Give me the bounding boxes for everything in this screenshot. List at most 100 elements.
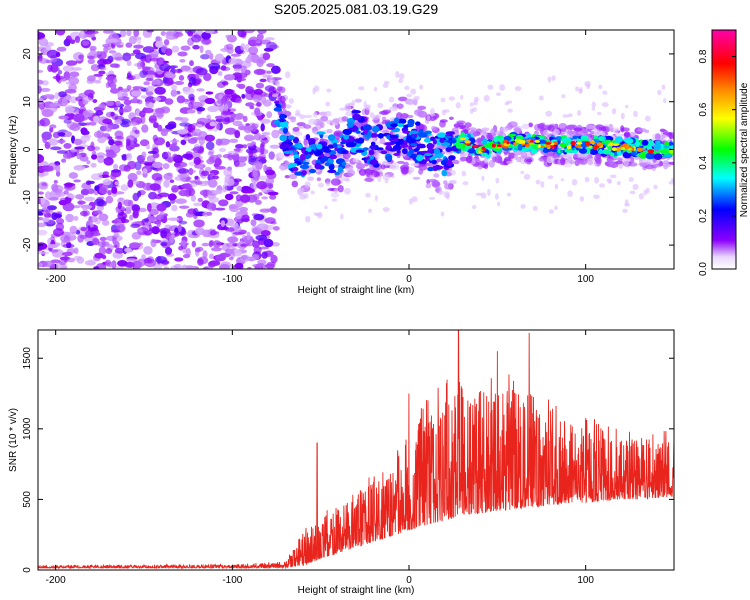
heatmap-cell (73, 215, 79, 221)
heatmap-cell (264, 85, 275, 92)
heatmap-cell (47, 244, 59, 249)
heatmap-cell (395, 141, 401, 146)
heatmap-cell (152, 112, 165, 118)
heatmap-cell (330, 192, 340, 198)
heatmap-cell (49, 249, 59, 253)
heatmap-cell (98, 103, 106, 108)
heatmap-cell (342, 128, 353, 136)
heatmap-cell (615, 136, 623, 143)
heatmap-cell (163, 213, 168, 217)
heatmap-cell (347, 169, 356, 177)
heatmap-cell (83, 196, 96, 202)
heatmap-cell (288, 173, 298, 180)
heatmap-cell (314, 162, 322, 170)
heatmap-cell (391, 175, 395, 179)
snr-x-tick-label: 0 (406, 575, 412, 586)
heatmap-cell (500, 127, 509, 132)
heatmap-cell (89, 45, 97, 52)
heatmap-cell (288, 135, 295, 141)
heatmap-cell (190, 194, 196, 202)
heatmap-cell (324, 162, 331, 167)
heatmap-cell (292, 167, 299, 172)
heatmap-cell (313, 212, 318, 216)
heatmap-cell (269, 194, 277, 200)
heatmap-cell (38, 185, 48, 190)
heatmap-cell (41, 165, 54, 172)
heatmap-cell (141, 151, 147, 159)
heatmap-cell (381, 116, 387, 121)
heatmap-cell (445, 147, 452, 152)
heatmap-cell (234, 262, 244, 269)
heatmap-cell (303, 150, 309, 155)
heatmap-cell (355, 130, 361, 134)
heatmap-cell (448, 180, 457, 185)
heatmap-cell (41, 80, 49, 86)
heatmap-cell (234, 161, 247, 168)
heatmap-cell (227, 236, 239, 243)
heatmap-cell (460, 95, 464, 100)
heatmap-cell (586, 158, 596, 162)
heatmap-cell (615, 147, 621, 152)
heatmap-cell (590, 131, 595, 135)
heatmap-cell (427, 166, 434, 172)
heatmap-cell (254, 107, 261, 116)
spectrogram-x-tick-label: -200 (46, 274, 66, 285)
heatmap-cell (402, 148, 408, 155)
heatmap-cell (332, 142, 338, 148)
heatmap-cell (430, 136, 436, 141)
heatmap-cell (513, 127, 522, 133)
spectrogram-y-tick-label: -20 (22, 237, 33, 252)
heatmap-cell (253, 214, 265, 221)
heatmap-cell (68, 172, 79, 179)
heatmap-cell (247, 266, 252, 269)
heatmap-cell (75, 96, 84, 102)
heatmap-cell (542, 129, 549, 136)
heatmap-cell (249, 122, 256, 128)
heatmap-cell (523, 173, 531, 180)
heatmap-cell (337, 185, 344, 193)
spectrogram-y-ticks: -20 -10 0 10 20 (22, 48, 674, 252)
heatmap-cell (452, 159, 460, 165)
heatmap-cell (228, 204, 238, 210)
heatmap-cell (622, 151, 632, 159)
heatmap-cell (416, 143, 426, 147)
heatmap-cell (374, 86, 378, 92)
colorbar-tick-label: 0.6 (698, 102, 709, 116)
heatmap-cell (264, 169, 276, 176)
heatmap-cell (208, 62, 221, 70)
heatmap-cell (132, 209, 139, 219)
heatmap-cell (493, 136, 499, 143)
heatmap-cell (546, 156, 554, 164)
heatmap-cell (151, 79, 161, 85)
heatmap-cell (111, 53, 116, 58)
heatmap-cell (93, 115, 100, 123)
heatmap-cell (74, 35, 81, 44)
heatmap-cell (70, 148, 77, 153)
heatmap-cell (65, 35, 72, 42)
heatmap-cell (244, 136, 256, 141)
heatmap-cell (267, 77, 276, 84)
heatmap-cell (293, 154, 300, 158)
heatmap-cell (331, 198, 338, 202)
heatmap-cell (58, 115, 69, 120)
heatmap-cell (53, 180, 58, 184)
heatmap-cell (560, 157, 566, 166)
heatmap-cell (238, 125, 250, 131)
heatmap-cell (545, 110, 552, 117)
heatmap-cell (611, 108, 617, 115)
heatmap-cell (98, 213, 109, 222)
heatmap-cell (174, 33, 180, 38)
heatmap-cell (575, 144, 582, 148)
heatmap-cell (382, 207, 390, 212)
heatmap-cell (669, 135, 674, 140)
heatmap-cell (615, 160, 623, 165)
heatmap-cell (94, 198, 105, 207)
heatmap-cell (577, 110, 582, 116)
heatmap-cell (436, 132, 447, 138)
heatmap-cell (216, 81, 226, 88)
heatmap-cell (260, 134, 266, 139)
heatmap-cell (196, 88, 205, 92)
heatmap-cell (209, 121, 217, 127)
heatmap-cell (155, 41, 164, 48)
heatmap-cell (264, 217, 276, 224)
